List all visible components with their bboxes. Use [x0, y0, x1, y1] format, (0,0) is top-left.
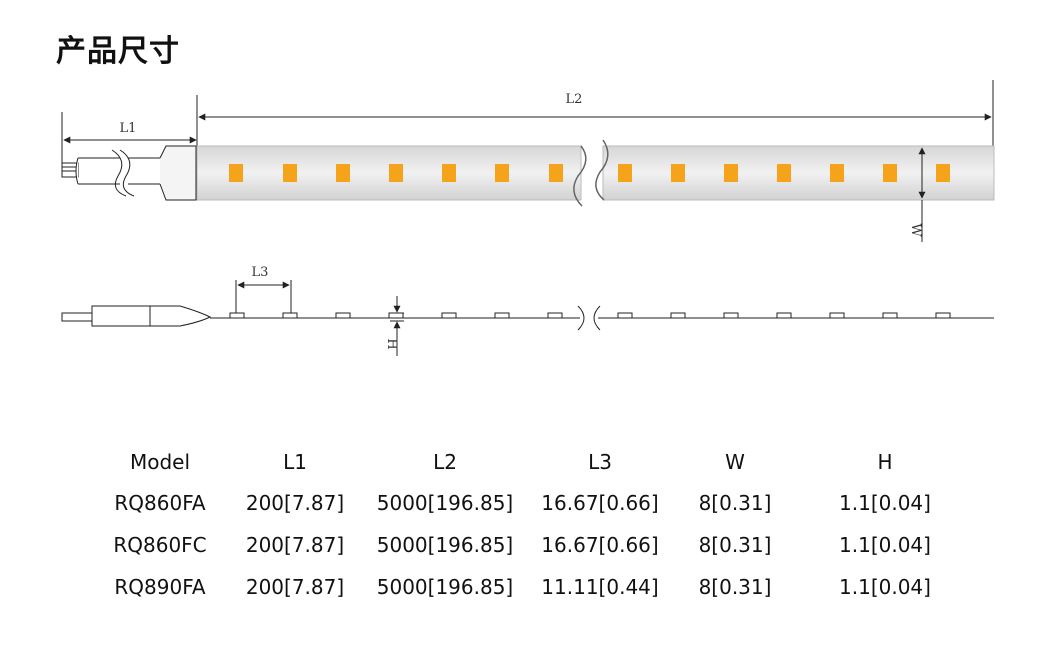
l1-label: L1	[120, 121, 137, 136]
cell-model: RQ860FA	[114, 491, 206, 515]
break-mark	[595, 139, 609, 201]
cable-side-view	[61, 305, 212, 327]
l3-label: L3	[252, 265, 269, 280]
cable	[61, 145, 197, 201]
side-led-chip	[882, 312, 898, 319]
led-chip	[283, 164, 297, 182]
cell-w: 8[0.31]	[698, 533, 772, 557]
side-led-chip	[776, 312, 792, 319]
cell-l1: 200[7.87]	[245, 491, 345, 515]
cell-h: 1.1[0.04]	[839, 533, 931, 557]
led-chip	[883, 164, 897, 182]
cell-h: 1.1[0.04]	[839, 575, 931, 599]
w-label: W	[908, 223, 923, 237]
break-mark	[573, 145, 587, 207]
side-led-chip	[670, 312, 686, 319]
led-chip	[229, 164, 243, 182]
col-header-h: H	[877, 450, 893, 474]
table-row: RQ860FC 200[7.87] 5000[196.85] 16.67[0.6…	[100, 524, 980, 566]
side-led-chip	[388, 312, 404, 319]
side-led-chip	[617, 312, 633, 319]
side-led-chip	[229, 312, 245, 319]
side-led-chip	[494, 312, 510, 319]
table-header-row: Model L1 L2 L3 W H	[100, 442, 980, 482]
led-chip	[777, 164, 791, 182]
table-row: RQ890FA 200[7.87] 5000[196.85] 11.11[0.4…	[100, 566, 980, 608]
side-led-chip	[935, 312, 951, 319]
cell-h: 1.1[0.04]	[839, 491, 931, 515]
cell-l1: 200[7.87]	[245, 533, 345, 557]
led-chip	[618, 164, 632, 182]
col-header-model: Model	[129, 450, 191, 474]
col-header-w: W	[725, 450, 745, 474]
cell-l3: 16.67[0.66]	[541, 533, 659, 557]
col-header-l3: L3	[588, 450, 612, 474]
cell-l2: 5000[196.85]	[376, 575, 514, 599]
cell-l1: 200[7.87]	[245, 575, 345, 599]
spec-table: Model L1 L2 L3 W H RQ860FA 200[7.87] 500…	[100, 442, 980, 608]
dimension-diagram: L1 L2 W L3	[61, 80, 995, 356]
led-chip	[442, 164, 456, 182]
break-mark	[577, 305, 585, 331]
table-row: RQ860FA 200[7.87] 5000[196.85] 16.67[0.6…	[100, 482, 980, 524]
break-mark	[593, 305, 601, 331]
led-chip	[936, 164, 950, 182]
led-chip	[724, 164, 738, 182]
cell-model: RQ860FC	[113, 533, 207, 557]
led-chips	[229, 164, 950, 182]
cell-l3: 11.11[0.44]	[541, 575, 659, 599]
cell-w: 8[0.31]	[698, 575, 772, 599]
led-chip	[671, 164, 685, 182]
led-strip-top-view	[196, 139, 995, 207]
l2-label: L2	[566, 92, 583, 107]
led-chip	[336, 164, 350, 182]
led-chip	[549, 164, 563, 182]
side-led-chip	[335, 312, 351, 319]
col-header-l1: L1	[283, 450, 307, 474]
led-chip	[389, 164, 403, 182]
led-chip	[495, 164, 509, 182]
cell-l2: 5000[196.85]	[376, 533, 514, 557]
side-led-chips	[229, 312, 951, 319]
side-led-chip	[547, 312, 563, 319]
cell-w: 8[0.31]	[698, 491, 772, 515]
h-label: H	[384, 338, 399, 349]
side-led-chip	[441, 312, 457, 319]
page-title: 产品尺寸	[56, 34, 180, 69]
col-header-l2: L2	[433, 450, 457, 474]
side-led-chip	[282, 312, 298, 319]
side-led-chip	[723, 312, 739, 319]
led-chip	[830, 164, 844, 182]
cell-model: RQ890FA	[114, 575, 206, 599]
cell-l3: 16.67[0.66]	[541, 491, 659, 515]
cell-l2: 5000[196.85]	[376, 491, 514, 515]
side-led-chip	[829, 312, 845, 319]
